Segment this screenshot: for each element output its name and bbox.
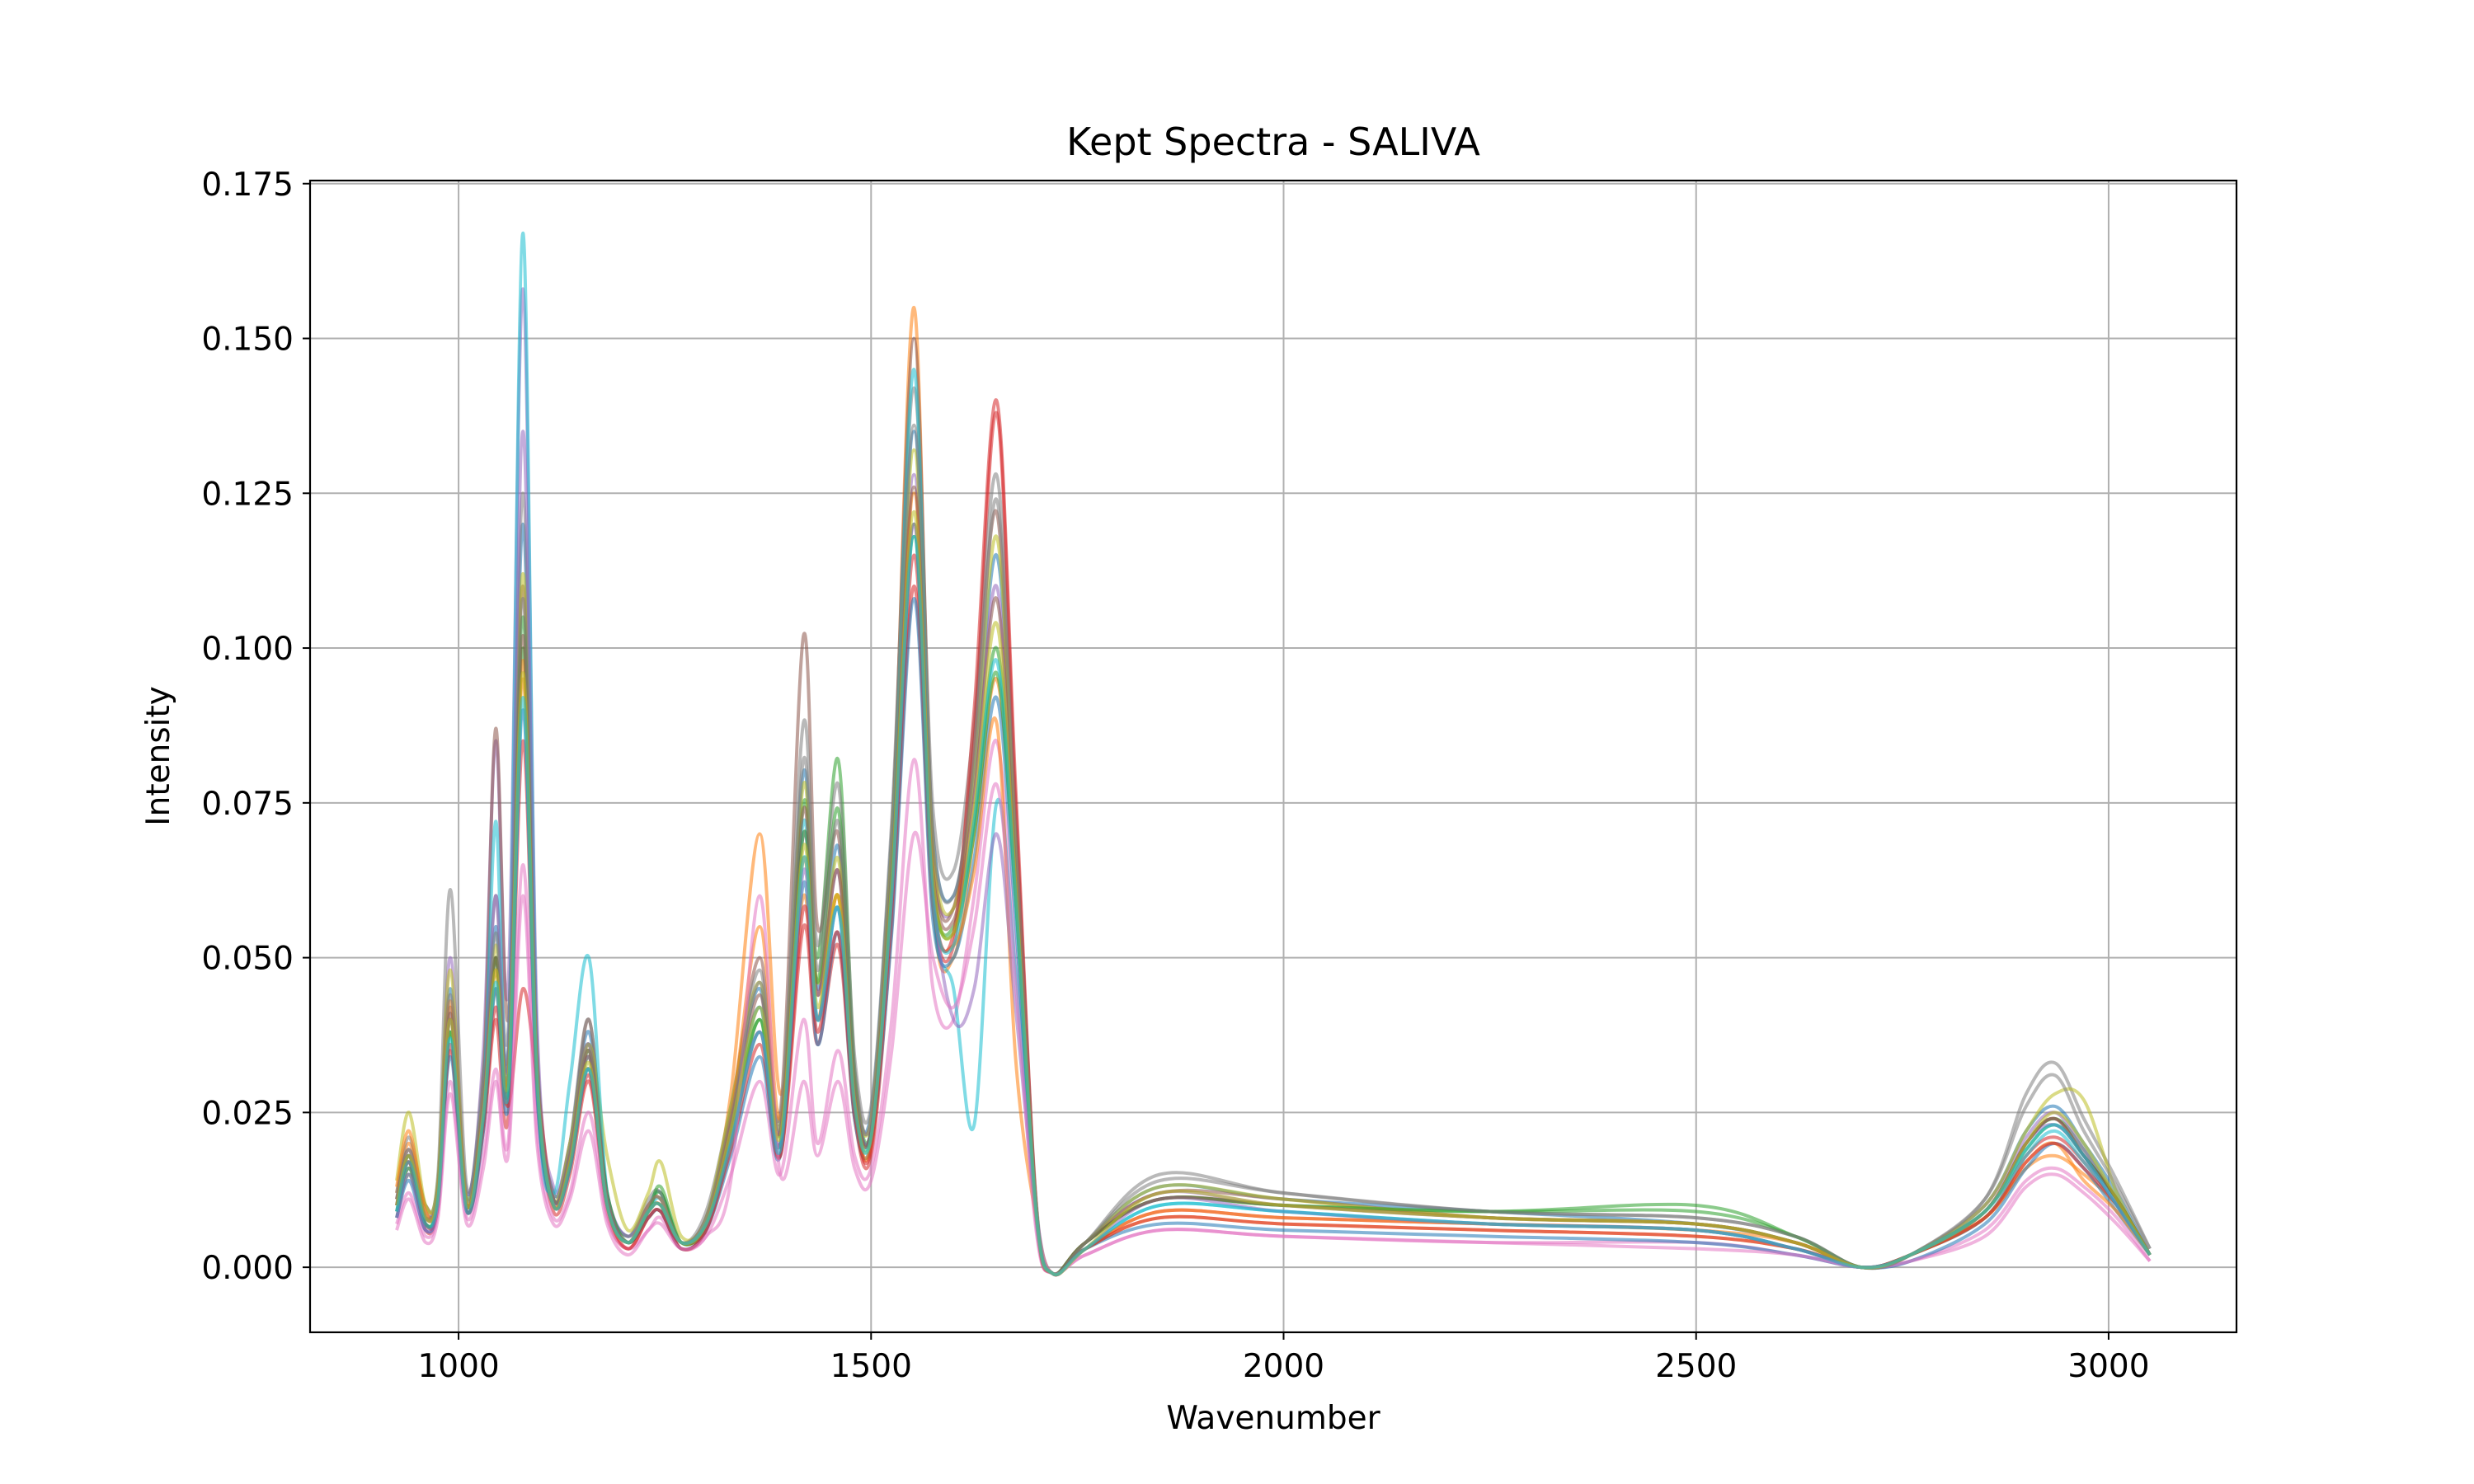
y-axis-label: Intensity [140, 686, 177, 826]
y-tick-label: 0.125 [201, 476, 294, 513]
spectrum-line-14 [395, 398, 2152, 1277]
y-tick-label: 0.100 [201, 631, 294, 668]
chart-title: Kept Spectra - SALIVA [1066, 120, 1480, 164]
y-tick-label: 0.000 [201, 1250, 294, 1287]
y-tick-label: 0.150 [201, 322, 294, 359]
x-tick-label: 2500 [1655, 1348, 1737, 1385]
grid [310, 181, 2236, 1332]
spectrum-line-17 [395, 782, 2152, 1276]
x-tick-label: 2000 [1243, 1348, 1324, 1385]
x-tick-label: 1500 [830, 1348, 912, 1385]
x-tick-label: 3000 [2067, 1348, 2149, 1385]
y-tick-label: 0.175 [201, 167, 294, 204]
x-axis-label: Wavenumber [1166, 1400, 1380, 1437]
x-tick-label: 1000 [417, 1348, 499, 1385]
series-layer [395, 231, 2152, 1277]
plot-frame [308, 179, 2238, 1334]
ticks: 1000 1500 2000 2500 3000 0.000 0.025 0.050 0.075… [201, 167, 2149, 1385]
spectrum-line-20 [395, 534, 2152, 1276]
y-tick-label: 0.050 [201, 941, 294, 978]
y-tick-label: 0.025 [201, 1095, 294, 1132]
y-tick-label: 0.075 [201, 786, 294, 823]
